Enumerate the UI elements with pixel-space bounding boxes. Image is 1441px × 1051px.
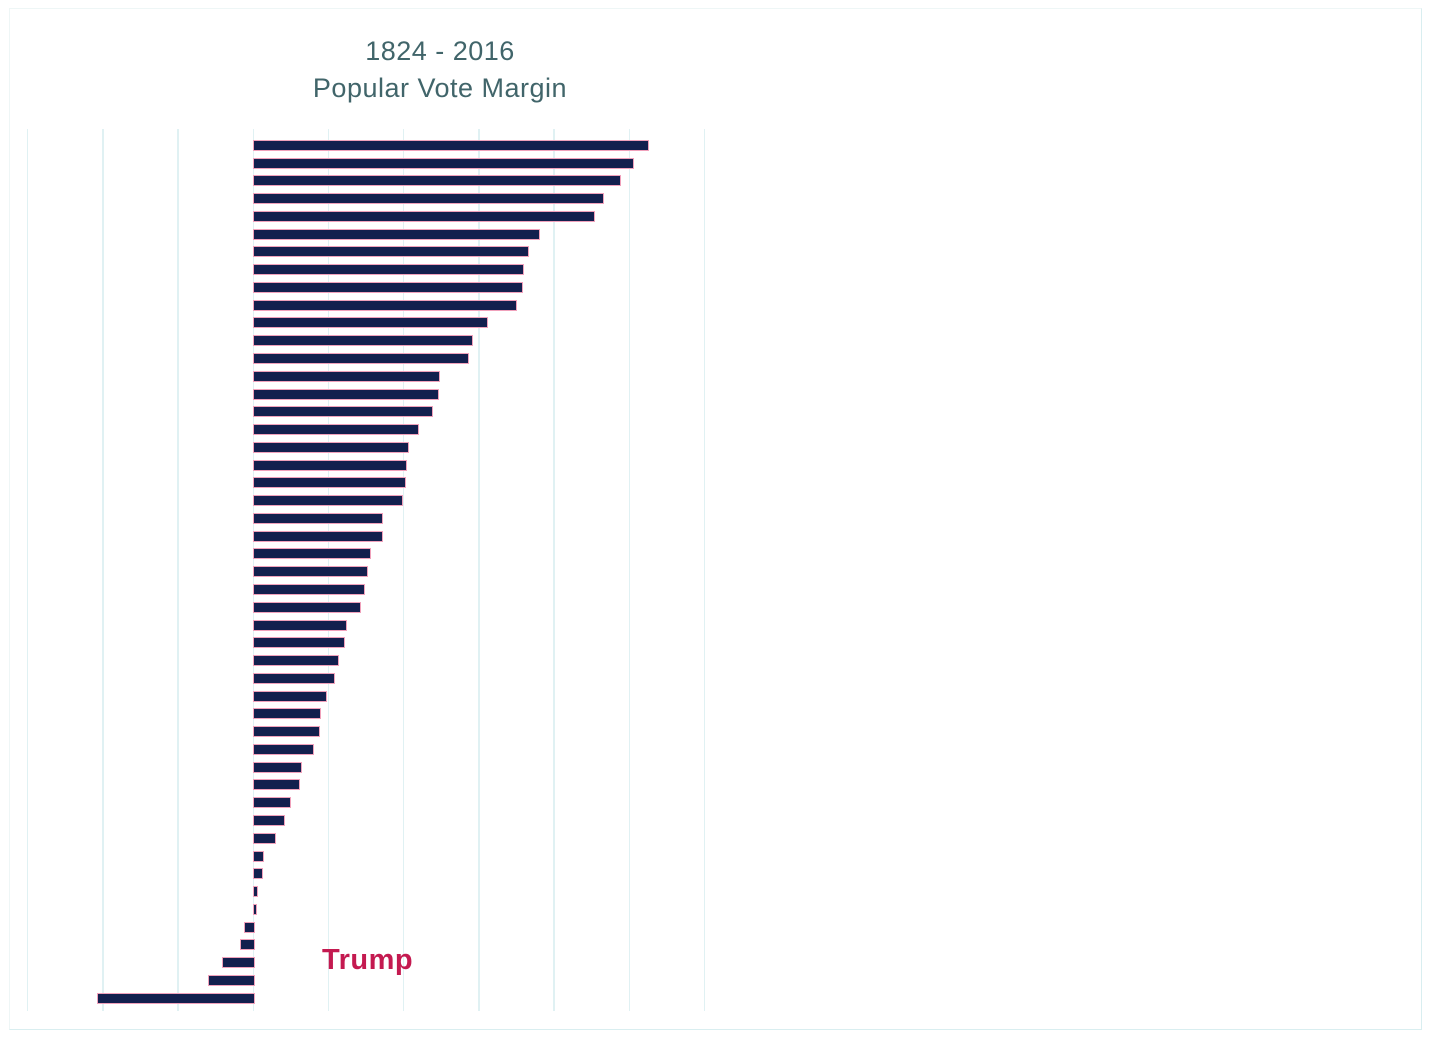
margin-bar: [253, 335, 474, 347]
chart-card: 1824 - 2016 Popular Vote Margin Trump: [9, 8, 1422, 1030]
margin-bar: [253, 779, 301, 791]
margin-bar: [253, 655, 340, 666]
margin-bar: [253, 370, 441, 382]
margin-bar: [221, 957, 256, 969]
margin-bar: [253, 495, 403, 507]
plot-area: [10, 9, 1421, 1029]
vertical-gridline: [628, 129, 631, 1011]
margin-bar: [253, 868, 263, 880]
margin-bar: [253, 708, 322, 720]
vertical-gridline: [703, 129, 706, 1011]
margin-bar: [253, 566, 369, 578]
vertical-gridline: [26, 129, 29, 1011]
margin-bar: [253, 246, 529, 258]
margin-bar: [253, 832, 277, 844]
margin-bar: [253, 459, 408, 471]
margin-bar: [253, 210, 596, 222]
margin-bar: [244, 921, 256, 933]
margin-bar: [253, 424, 420, 435]
margin-bar: [253, 850, 265, 862]
margin-bar: [253, 175, 621, 187]
vertical-gridline: [553, 129, 555, 1011]
margin-bar: [253, 619, 347, 631]
margin-bar: [253, 388, 439, 400]
margin-bar: [253, 548, 372, 560]
margin-bar: [253, 352, 469, 364]
margin-bar: [239, 939, 256, 951]
margin-bar: [253, 281, 523, 293]
margin-bar: [253, 601, 361, 613]
margin-bar: [253, 477, 406, 489]
margin-bar: [253, 672, 335, 684]
margin-bar: [208, 974, 256, 986]
margin-bar: [253, 743, 314, 755]
margin-bar: [253, 193, 605, 204]
margin-bar: [253, 726, 320, 738]
vertical-gridline: [478, 129, 480, 1011]
margin-bar: [253, 512, 384, 524]
margin-bar: [253, 886, 258, 897]
margin-bar: [253, 761, 302, 773]
margin-bar: [253, 797, 292, 809]
margin-bar: [253, 584, 366, 595]
margin-bar: [253, 299, 517, 311]
vertical-gridline: [102, 129, 104, 1011]
margin-bar: [253, 690, 328, 702]
margin-bar: [253, 406, 433, 418]
margin-bar: [253, 637, 346, 649]
chart-title-line2: Popular Vote Margin: [312, 73, 568, 103]
margin-bar: [253, 264, 525, 276]
margin-bar: [253, 317, 489, 329]
margin-bar: [253, 815, 286, 826]
chart-title-line1: 1824 - 2016: [365, 36, 515, 66]
margin-bar: [253, 139, 650, 151]
margin-bar: [253, 157, 635, 169]
margin-bar: [253, 228, 540, 240]
vertical-gridline: [177, 129, 179, 1011]
trump-annotation-label: Trump: [322, 944, 414, 976]
vertical-gridline: [402, 129, 405, 1011]
chart-title: 1824 - 2016 Popular Vote Margin: [280, 33, 600, 107]
margin-bar: [96, 992, 256, 1004]
margin-bar: [253, 441, 409, 453]
margin-bar: [253, 903, 257, 915]
margin-bar: [253, 530, 384, 542]
